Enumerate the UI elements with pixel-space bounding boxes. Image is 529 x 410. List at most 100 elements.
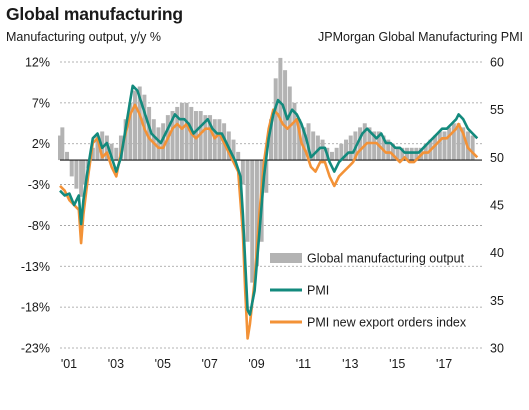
output-bar [456, 123, 461, 161]
output-bar [278, 57, 283, 161]
output-bar [90, 147, 95, 161]
output-bar [301, 127, 306, 161]
output-bar [442, 131, 447, 161]
x-tick-label: '03 [108, 357, 124, 371]
output-bar [240, 160, 245, 185]
right-tick-label: 35 [490, 294, 504, 308]
output-bar [287, 86, 292, 161]
left-tick-label: 2% [32, 137, 50, 151]
output-bar [395, 147, 400, 161]
x-tick-label: '05 [155, 357, 171, 371]
pmi-lines [59, 84, 479, 340]
right-tick-label: 50 [490, 151, 504, 165]
right-tick-label: 60 [490, 56, 504, 70]
output-bars [58, 57, 475, 283]
right-tick-label: 30 [490, 342, 504, 356]
legend-pmi-label: PMI [307, 284, 329, 298]
output-bar [409, 147, 414, 161]
output-bar [433, 135, 438, 161]
left-tick-label: -18% [21, 301, 50, 315]
output-bar [193, 111, 198, 161]
output-bar [348, 135, 353, 161]
output-bar [400, 147, 405, 161]
output-bar [390, 143, 395, 161]
output-bar [179, 102, 184, 161]
output-bar [437, 131, 442, 161]
output-bar [306, 123, 311, 161]
output-bar [175, 106, 180, 161]
x-tick-label: '11 [296, 357, 311, 371]
output-bar [137, 86, 142, 161]
left-tick-label: -8% [28, 219, 50, 233]
output-bar [161, 123, 166, 161]
output-bar [461, 127, 466, 161]
output-bar [386, 139, 391, 161]
output-bar [128, 102, 133, 161]
output-bar [236, 151, 241, 161]
right-tick-label: 45 [490, 199, 504, 213]
legend-output-swatch [270, 253, 302, 263]
output-bar [311, 131, 316, 161]
x-tick-label: '01 [61, 357, 77, 371]
output-bar [133, 90, 138, 161]
output-bar [81, 160, 86, 185]
gridlines [60, 61, 482, 349]
x-tick-label: '07 [202, 357, 218, 371]
output-bar [358, 127, 363, 161]
left-tick-label: -23% [21, 342, 50, 356]
left-tick-label: -13% [21, 260, 50, 274]
output-bar [60, 127, 65, 161]
left-tick-label: 7% [32, 96, 50, 110]
legend-output-label: Global manufacturing output [307, 252, 465, 266]
x-tick-label: '09 [248, 357, 264, 371]
output-bar [198, 111, 203, 161]
legend-export-orders-label: PMI new export orders index [307, 316, 467, 330]
output-bar [292, 102, 297, 161]
output-bar [339, 143, 344, 161]
output-bar [104, 135, 109, 161]
axis-ticks: 12% 7% 2% -3% -8% -13% -18% -23% 60 55 50 45 40 35 30 '… [21, 56, 504, 372]
output-bar [114, 147, 119, 161]
output-bar [147, 106, 152, 161]
output-bar [264, 160, 269, 193]
output-bar [203, 115, 208, 161]
output-bar [65, 151, 70, 161]
output-bar [250, 160, 255, 283]
output-bar [245, 160, 250, 242]
output-bar [297, 119, 302, 161]
output-bar [404, 147, 409, 161]
x-tick-label: '13 [342, 357, 358, 371]
output-bar [329, 151, 334, 161]
output-bar [95, 135, 100, 161]
legend: Global manufacturing output PMI PMI new ex… [270, 252, 467, 330]
x-tick-label: '15 [389, 357, 405, 371]
output-bar [447, 127, 452, 161]
output-bar [362, 123, 367, 161]
output-bar [334, 147, 339, 161]
right-tick-label: 55 [490, 103, 504, 117]
output-bar [315, 135, 320, 161]
output-bar [151, 119, 156, 161]
output-bar [273, 78, 278, 161]
output-bar [217, 119, 222, 161]
output-bar [470, 135, 475, 161]
right-tick-label: 40 [490, 246, 504, 260]
output-bar [451, 123, 456, 161]
left-axis-label: Manufacturing output, y/y % [6, 30, 161, 44]
output-bar [109, 143, 114, 161]
output-bar [69, 160, 74, 177]
output-bar [344, 139, 349, 161]
output-bar [79, 160, 84, 197]
x-tick-label: '17 [436, 357, 452, 371]
chart-title: Global manufacturing [6, 4, 183, 24]
output-bar [269, 119, 273, 161]
pmi-line [59, 84, 479, 316]
output-bar [372, 131, 377, 161]
output-bar [212, 119, 217, 161]
output-bar [381, 135, 386, 161]
output-bar [231, 139, 236, 161]
output-bar [156, 127, 161, 161]
left-tick-label: -3% [28, 178, 50, 192]
output-bar [74, 160, 79, 189]
